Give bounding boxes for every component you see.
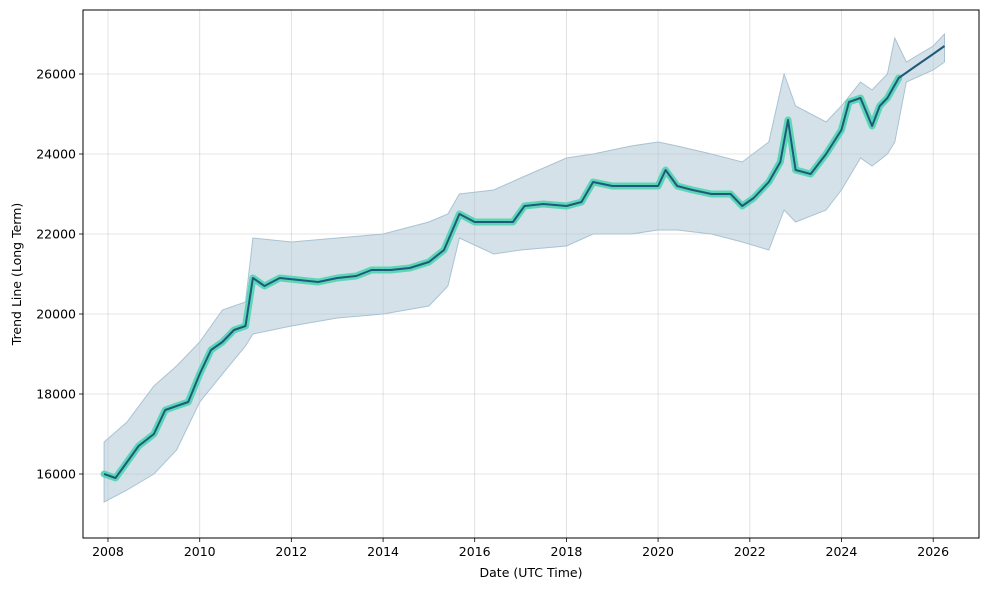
x-tick-label: 2008 — [92, 544, 124, 559]
plot-frame — [82, 9, 980, 539]
trend-line — [103, 45, 946, 479]
y-tick-label: 26000 — [36, 67, 76, 82]
y-axis-label: Trend Line (Long Term) — [9, 203, 24, 346]
y-tick-label: 22000 — [36, 227, 76, 242]
x-tick-label: 2020 — [642, 544, 674, 559]
x-tick-label: 2026 — [917, 544, 949, 559]
x-tick-label: 2022 — [734, 544, 766, 559]
x-axis-ticks: 2008 2010 2012 2014 2016 2018 2020 2022 2024 2026 — [92, 538, 949, 559]
x-tick-label: 2024 — [826, 544, 858, 559]
y-tick-label: 16000 — [36, 467, 76, 482]
x-tick-label: 2016 — [459, 544, 491, 559]
x-tick-label: 2010 — [184, 544, 216, 559]
y-tick-label: 24000 — [36, 147, 76, 162]
x-tick-label: 2018 — [551, 544, 583, 559]
y-tick-label: 18000 — [36, 387, 76, 402]
x-tick-label: 2014 — [367, 544, 399, 559]
uncertainty-band-area — [103, 32, 945, 503]
uncertainty-band — [103, 32, 945, 503]
x-axis-label: Date (UTC Time) — [480, 565, 583, 580]
x-tick-label: 2012 — [275, 544, 307, 559]
y-tick-label: 20000 — [36, 307, 76, 322]
y-axis-ticks: 16000 18000 20000 22000 24000 26000 — [36, 67, 83, 482]
trend-lines — [100, 45, 946, 482]
